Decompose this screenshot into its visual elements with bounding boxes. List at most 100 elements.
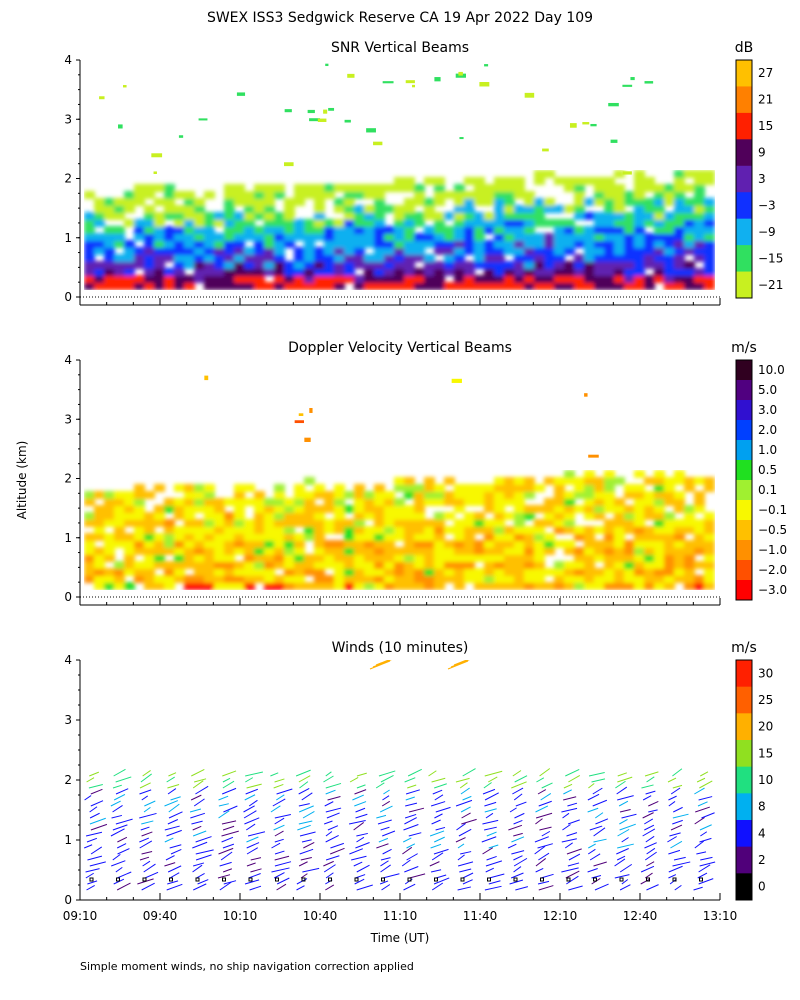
heatmap-cell (274, 226, 285, 234)
heatmap-cell (424, 526, 435, 534)
heatmap-cell (314, 205, 325, 213)
y-tick-label: 4 (64, 53, 72, 67)
heatmap-cell (214, 261, 225, 269)
wind-barb (700, 831, 708, 837)
heatmap-cell (424, 554, 435, 562)
heatmap-cell (394, 505, 405, 513)
wind-barb (220, 851, 233, 861)
wind-barb (538, 800, 552, 807)
heatmap-cell (494, 240, 505, 248)
heatmap-cell (174, 554, 185, 562)
heatmap-cell (604, 233, 615, 241)
wind-barb (354, 789, 367, 795)
wind-barb (323, 775, 334, 783)
colorbar-swatch (736, 60, 752, 87)
heatmap-cell (614, 254, 625, 262)
heatmap-cell (204, 498, 215, 506)
heatmap-cell (304, 491, 315, 499)
heatmap-cell (594, 498, 605, 506)
heatmap-cell (344, 261, 355, 269)
heatmap-cell (414, 254, 425, 262)
heatmap-cell (674, 177, 685, 185)
heatmap-cell (634, 170, 645, 178)
heatmap-cell (694, 540, 705, 548)
sparse-echo (309, 407, 313, 413)
heatmap-cell (434, 191, 445, 199)
heatmap-cell (274, 547, 285, 555)
surface-marker (169, 877, 173, 882)
wind-barb (434, 783, 447, 789)
heatmap-cell (444, 268, 455, 276)
heatmap-cell (324, 268, 335, 276)
heatmap-cell (464, 491, 475, 499)
wind-barb (668, 801, 676, 807)
heatmap-cell (364, 205, 375, 213)
heatmap-cell (474, 226, 485, 234)
heatmap-cell (584, 505, 595, 513)
heatmap-cell (284, 275, 295, 283)
heatmap-cell (374, 582, 385, 590)
wind-barb (538, 885, 554, 891)
heatmap-cell (114, 582, 125, 590)
heatmap-cell (214, 568, 225, 576)
heatmap-cell (114, 568, 125, 576)
wind-barb (376, 843, 389, 849)
heatmap-cell (614, 219, 625, 227)
wind-barb (642, 828, 656, 837)
wind-barb (247, 831, 266, 837)
heatmap-cell (94, 219, 105, 227)
sparse-echo (309, 118, 321, 122)
heatmap-cell (484, 261, 495, 269)
heatmap-cell (344, 205, 355, 213)
heatmap-cell (114, 233, 125, 241)
heatmap-cell (614, 170, 625, 178)
wind-barb (485, 812, 494, 819)
heatmap-cell (494, 282, 505, 290)
heatmap-cell (644, 540, 655, 548)
heatmap-cell (244, 498, 255, 506)
heatmap-cell (344, 526, 355, 534)
heatmap-cell (564, 540, 575, 548)
heatmap-cell (344, 505, 355, 513)
heatmap-cell (474, 582, 485, 590)
heatmap-cell (354, 575, 365, 583)
heatmap-cell (684, 184, 695, 192)
heatmap-cell (524, 568, 535, 576)
heatmap-cell (144, 219, 155, 227)
heatmap-cell (144, 554, 155, 562)
heatmap-cell (474, 282, 485, 290)
heatmap-cell (364, 184, 375, 192)
wind-barb (325, 771, 332, 777)
heatmap-cell (154, 484, 165, 492)
wind-barb (378, 770, 396, 777)
heatmap-cell (164, 268, 175, 276)
heatmap-cell (654, 470, 665, 478)
heatmap-cell (674, 275, 685, 283)
sparse-echo (630, 77, 635, 81)
heatmap-cell (654, 561, 665, 569)
heatmap-cell (134, 568, 145, 576)
heatmap-cell (504, 547, 515, 555)
heatmap-cell (494, 254, 505, 262)
heatmap-cell (234, 240, 245, 248)
heatmap-cell (314, 219, 325, 227)
x-tick-label: 10:10 (223, 909, 258, 923)
heatmap-cell (454, 554, 465, 562)
heatmap-cell (494, 477, 505, 485)
wind-barb (402, 846, 413, 855)
heatmap-cell (624, 275, 635, 283)
heatmap-cell (404, 568, 415, 576)
heatmap-cell (504, 247, 515, 255)
heatmap-cell (164, 575, 175, 583)
heatmap-cell (184, 547, 195, 555)
heatmap-cell (144, 491, 155, 499)
heatmap-cell (394, 533, 405, 541)
wind-barb (640, 865, 655, 873)
heatmap-cell (364, 261, 375, 269)
wind-barb (536, 777, 545, 783)
heatmap-cell (214, 219, 225, 227)
heatmap-cell (184, 205, 195, 213)
heatmap-cell (354, 547, 365, 555)
wind-barb (698, 796, 713, 801)
heatmap-cell (654, 484, 665, 492)
